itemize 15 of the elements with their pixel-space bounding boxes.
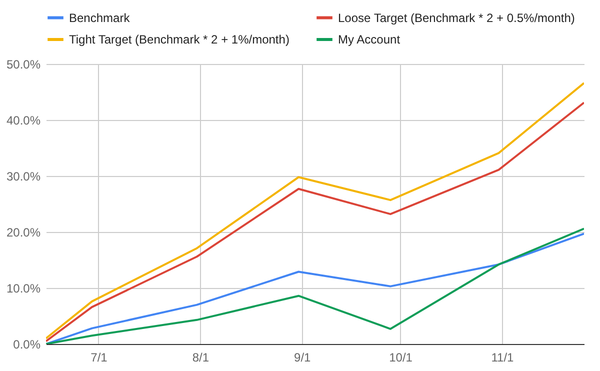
y-tick-label: 10.0% xyxy=(6,282,41,296)
legend-label: Benchmark xyxy=(69,10,131,25)
x-tick-label: 10/1 xyxy=(389,350,413,364)
y-tick-label: 40.0% xyxy=(6,114,41,128)
y-tick-label: 50.0% xyxy=(6,58,41,72)
y-tick-label: 0.0% xyxy=(13,338,41,352)
legend-label: Loose Target (Benchmark * 2 + 0.5%/month) xyxy=(338,10,575,25)
legend-label: My Account xyxy=(338,32,401,46)
legend-label: Tight Target (Benchmark * 2 + 1%/month) xyxy=(69,32,290,46)
y-tick-label: 30.0% xyxy=(6,170,41,184)
y-tick-label: 20.0% xyxy=(6,226,41,240)
x-tick-label: 8/1 xyxy=(192,350,210,364)
x-tick-label: 9/1 xyxy=(294,350,312,364)
x-tick-label: 11/1 xyxy=(491,350,514,364)
x-tick-label: 7/1 xyxy=(90,350,108,364)
